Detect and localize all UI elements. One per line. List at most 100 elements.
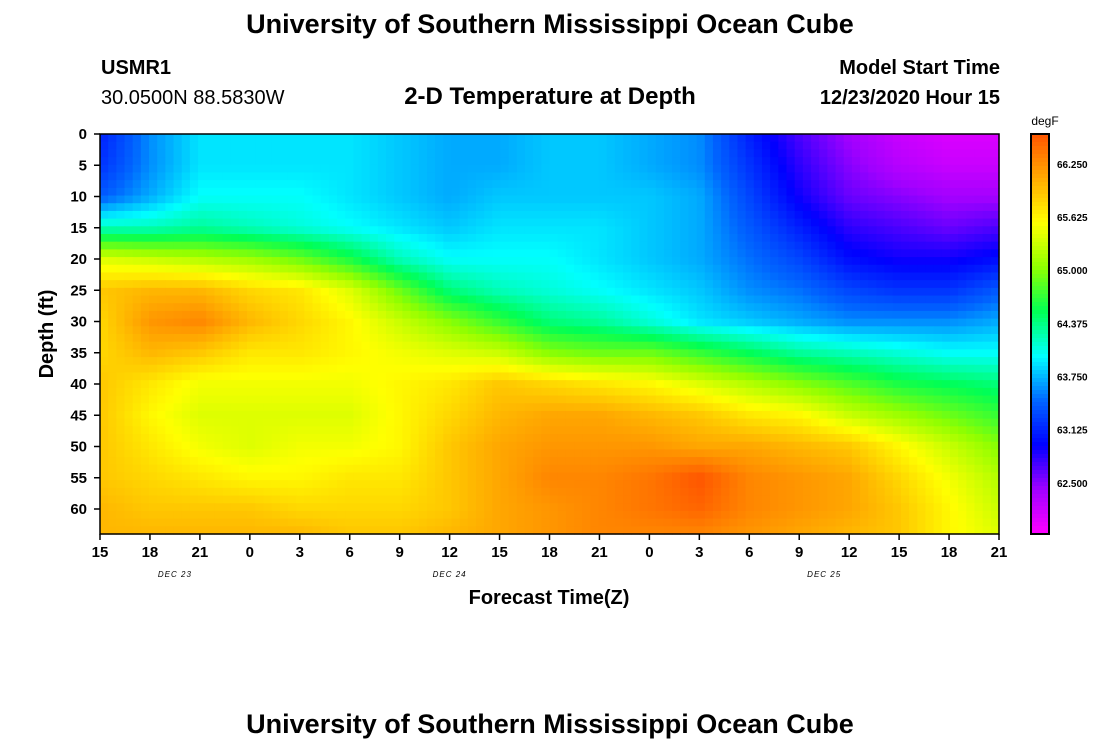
heatmap-cell	[802, 187, 812, 197]
heatmap-cell	[802, 272, 812, 281]
heatmap-cell	[827, 203, 837, 212]
heatmap-cell	[533, 141, 542, 150]
heatmap-cell	[541, 257, 551, 266]
heatmap-cell	[631, 264, 640, 274]
heatmap-cell	[786, 449, 796, 458]
heatmap-cell	[516, 341, 526, 350]
heatmap-cell	[982, 318, 992, 327]
heatmap-cell	[149, 480, 158, 489]
heatmap-cell	[598, 149, 608, 158]
heatmap-cell	[369, 441, 379, 450]
heatmap-cell	[982, 334, 992, 343]
heatmap-cell	[761, 403, 771, 412]
heatmap-cell	[827, 326, 837, 335]
heatmap-cell	[426, 164, 436, 174]
heatmap-cell	[418, 334, 428, 343]
heatmap-cell	[729, 157, 739, 166]
heatmap-cell	[402, 234, 412, 243]
heatmap-cell	[100, 418, 109, 427]
heatmap-cell	[565, 187, 575, 197]
heatmap-cell	[361, 303, 371, 312]
heatmap-cell	[296, 426, 305, 435]
heatmap-cell	[851, 218, 861, 227]
heatmap-cell	[459, 387, 469, 397]
heatmap-cell	[214, 218, 224, 227]
heatmap-cell	[868, 280, 878, 289]
heatmap-cell	[623, 410, 632, 420]
heatmap-cell	[770, 372, 779, 381]
heatmap-cell	[312, 226, 322, 235]
heatmap-cell	[704, 372, 714, 381]
heatmap-cell	[345, 318, 354, 327]
heatmap-cell	[811, 434, 820, 443]
heatmap-cell	[255, 203, 265, 212]
heatmap-cell	[516, 334, 526, 343]
heatmap-cell	[320, 195, 330, 204]
heatmap-cell	[230, 280, 240, 289]
heatmap-cell	[328, 410, 338, 420]
heatmap-cell	[819, 449, 828, 458]
heatmap-cell	[688, 264, 698, 274]
heatmap-cell	[851, 434, 861, 443]
heatmap-cell	[451, 210, 461, 220]
heatmap-cell	[900, 357, 910, 366]
heatmap-cell	[230, 403, 240, 412]
heatmap-cell	[353, 303, 363, 312]
heatmap-cell	[222, 187, 232, 197]
heatmap-cell	[377, 387, 387, 397]
heatmap-cell	[206, 180, 216, 189]
heatmap-cell	[835, 395, 845, 404]
heatmap-cell	[263, 164, 273, 174]
heatmap-cell	[402, 241, 412, 250]
heatmap-cell	[696, 264, 706, 274]
heatmap-cell	[966, 457, 976, 466]
heatmap-cell	[475, 295, 485, 304]
heatmap-cell	[851, 249, 861, 258]
heatmap-cell	[516, 395, 526, 404]
heatmap-cell	[165, 180, 175, 189]
heatmap-cell	[892, 426, 902, 435]
heatmap-cell	[557, 341, 567, 350]
heatmap-cell	[721, 180, 730, 189]
heatmap-cell	[198, 249, 207, 258]
heatmap-cell	[827, 187, 837, 197]
heatmap-cell	[247, 449, 256, 458]
heatmap-cell	[100, 387, 109, 397]
heatmap-cell	[712, 310, 722, 320]
heatmap-cell	[745, 341, 755, 350]
heatmap-cell	[394, 195, 403, 204]
heatmap-cell	[345, 334, 354, 343]
heatmap-cell	[230, 434, 240, 443]
heatmap-cell	[672, 341, 681, 350]
heatmap-cell	[353, 318, 363, 327]
heatmap-cell	[181, 295, 191, 304]
heatmap-cell	[819, 141, 828, 150]
heatmap-cell	[418, 341, 428, 350]
heatmap-cell	[271, 303, 281, 312]
heatmap-cell	[819, 464, 828, 474]
heatmap-cell	[132, 157, 142, 166]
heatmap-cell	[835, 218, 845, 227]
heatmap-cell	[500, 364, 510, 374]
heatmap-cell	[949, 395, 959, 404]
heatmap-cell	[721, 349, 730, 358]
heatmap-cell	[418, 403, 428, 412]
heatmap-cell	[238, 172, 248, 181]
chart-title: 2-D Temperature at Depth	[404, 83, 696, 110]
heatmap-cell	[533, 341, 542, 350]
heatmap-cell	[770, 180, 779, 189]
heatmap-cell	[533, 449, 542, 458]
heatmap-cell	[982, 441, 992, 450]
heatmap-cell	[181, 472, 191, 481]
heatmap-cell	[214, 480, 224, 489]
heatmap-cell	[238, 357, 248, 366]
heatmap-cell	[688, 403, 698, 412]
heatmap-cell	[737, 341, 747, 350]
heatmap-cell	[876, 372, 886, 381]
heatmap-cell	[508, 334, 518, 343]
heatmap-cell	[770, 218, 779, 227]
heatmap-cell	[459, 372, 469, 381]
heatmap-cell	[655, 418, 665, 427]
heatmap-cell	[214, 310, 224, 320]
heatmap-cell	[116, 303, 126, 312]
